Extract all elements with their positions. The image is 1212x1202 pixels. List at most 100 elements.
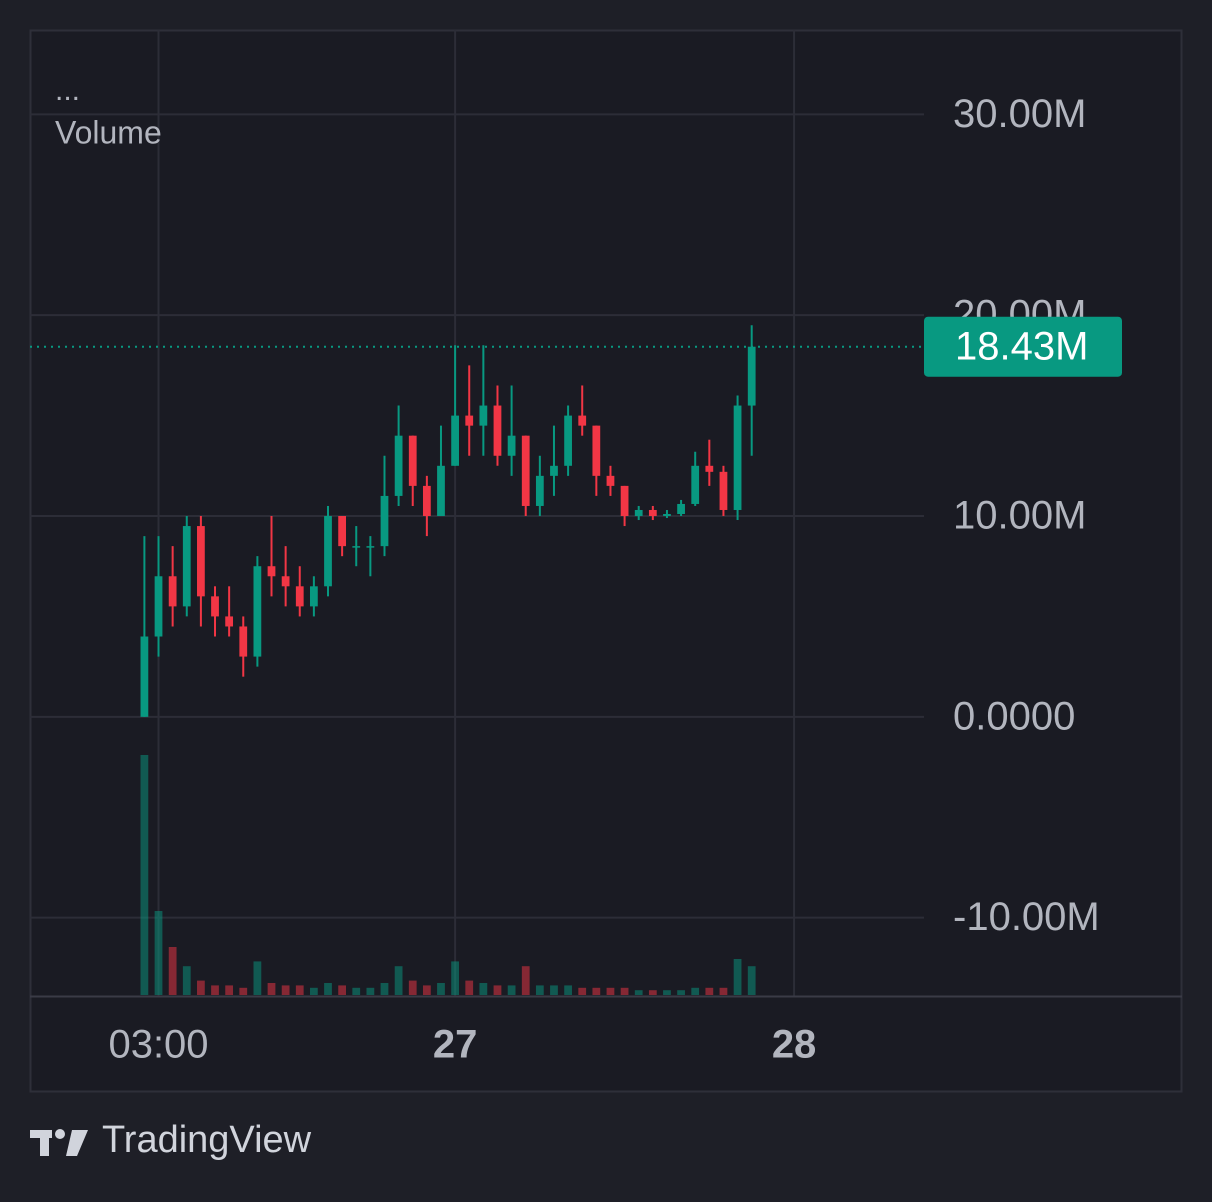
- candle-body: [663, 514, 671, 517]
- volume-bar: [691, 987, 700, 995]
- candle-body: [592, 425, 601, 476]
- volume-bar: [380, 983, 389, 995]
- volume-bar: [592, 987, 601, 995]
- candle-body: [550, 465, 558, 476]
- volume-bar: [507, 985, 516, 995]
- volume-bar: [295, 985, 304, 995]
- candle-body: [309, 586, 318, 607]
- volume-bar: [422, 985, 431, 995]
- volume-bar: [677, 990, 685, 995]
- candle-body: [422, 485, 431, 517]
- volume-bar: [550, 985, 558, 995]
- volume-bar: [140, 755, 149, 995]
- volume-bar: [182, 966, 191, 995]
- candle-body: [634, 509, 643, 517]
- volume-bar: [578, 987, 587, 995]
- candle-body: [225, 616, 234, 627]
- volume-bar: [733, 959, 742, 995]
- candle-body: [154, 576, 163, 637]
- volume-bar: [253, 961, 262, 995]
- candle-body: [380, 495, 389, 547]
- candle-body: [479, 405, 488, 426]
- volume-bar: [634, 990, 643, 995]
- volume-bar: [535, 985, 544, 995]
- candle-body: [648, 509, 657, 517]
- candle-body: [719, 471, 728, 510]
- volume-bar: [239, 987, 248, 995]
- candle-body: [493, 405, 502, 456]
- candle-body: [366, 546, 375, 548]
- volume-bar: [719, 987, 728, 995]
- candle-body: [691, 465, 700, 504]
- candle-body: [295, 586, 304, 607]
- candle-body: [281, 576, 290, 587]
- last-price-box: [924, 316, 1122, 377]
- candle-body: [182, 526, 191, 607]
- volume-bar: [606, 987, 615, 995]
- brand-logo: [30, 1129, 88, 1156]
- legend-title: ...: [55, 74, 80, 107]
- chart-frame: [29, 29, 1183, 1093]
- volume-label: Volume: [55, 114, 162, 150]
- x-tick-label: 28: [772, 1023, 817, 1067]
- candle-body: [437, 465, 445, 517]
- brand-name: TradingView: [102, 1119, 312, 1161]
- y-tick-label: 0.0000: [953, 694, 1075, 738]
- y-tick-label: 10.00M: [953, 494, 1086, 538]
- volume-bar: [493, 985, 502, 995]
- volume-bar: [408, 980, 417, 995]
- grid: [30, 30, 924, 996]
- volume-pane: [140, 755, 756, 995]
- volume-bar: [281, 985, 290, 995]
- candle-body: [352, 546, 361, 548]
- volume-bar: [352, 987, 361, 995]
- candle-body: [521, 435, 530, 506]
- candle-body: [747, 346, 756, 406]
- y-tick-label: -10.00M: [953, 895, 1100, 939]
- volume-bar: [479, 983, 488, 995]
- volume-bar: [168, 947, 177, 995]
- last-price-label: 18.43M: [955, 324, 1088, 368]
- candle-body: [239, 626, 248, 657]
- volume-bar: [211, 985, 219, 995]
- candles: [140, 325, 756, 717]
- volume-bar: [309, 987, 318, 995]
- candle-body: [564, 415, 572, 466]
- volume-bar: [648, 990, 657, 995]
- volume-bar: [225, 985, 234, 995]
- volume-bar: [267, 983, 276, 995]
- candle-body: [606, 475, 615, 486]
- volume-bar: [521, 966, 530, 995]
- volume-bar: [620, 987, 629, 995]
- volume-bar: [366, 987, 375, 995]
- candle-body: [408, 435, 417, 486]
- volume-bar: [154, 911, 163, 995]
- candle-body: [197, 526, 205, 597]
- volume-bar: [705, 987, 714, 995]
- candle-body: [705, 465, 714, 472]
- volume-bar: [465, 980, 474, 995]
- candle-body: [267, 566, 276, 577]
- candle-body: [394, 435, 403, 496]
- volume-bar: [394, 966, 403, 995]
- candle-body: [465, 415, 474, 426]
- volume-bar: [324, 983, 332, 995]
- volume-bar: [437, 983, 445, 995]
- candle-body: [733, 405, 742, 510]
- candle-body: [677, 503, 685, 515]
- candle-body: [451, 415, 459, 466]
- volume-bar: [663, 990, 671, 995]
- candle-body: [338, 516, 347, 547]
- candle-body: [140, 636, 149, 717]
- volume-bar: [451, 961, 459, 995]
- candle-body: [324, 516, 332, 587]
- x-tick-label: 27: [433, 1023, 478, 1067]
- candle-body: [535, 475, 544, 506]
- candle-body: [211, 596, 219, 617]
- x-tick-label: 03:00: [108, 1023, 208, 1067]
- volume-bar: [747, 966, 756, 995]
- volume-bar: [338, 985, 347, 995]
- candle-body: [620, 485, 629, 517]
